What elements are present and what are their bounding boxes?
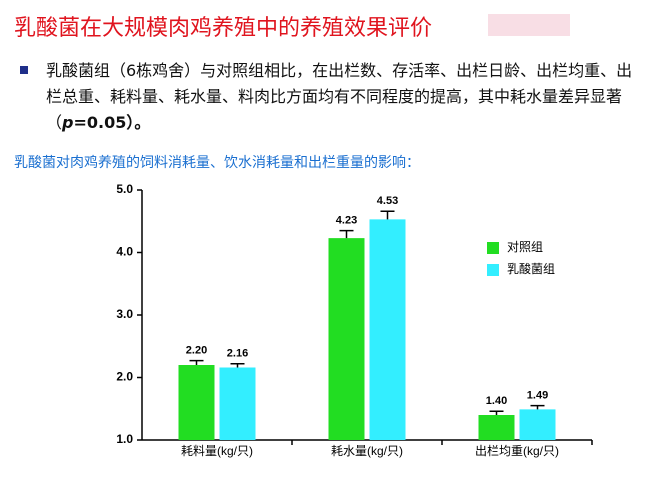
- y-tick-label: 5.0: [116, 182, 133, 196]
- value-label: 4.53: [377, 195, 398, 207]
- y-tick-label: 1.0: [116, 432, 133, 446]
- legend-label: 对照组: [507, 240, 543, 254]
- value-label: 4.23: [336, 215, 357, 227]
- text: 乳酸菌组（6栋鸡舍）与对照组相比，在出栏数、存活率、出栏日龄、出栏均重、出栏总重…: [46, 61, 633, 132]
- error-bar: [380, 210, 395, 220]
- legend-label: 乳酸菌组: [507, 261, 555, 276]
- value-label: 2.20: [186, 345, 207, 357]
- x-tick-label: 耗料量(kg/只): [181, 444, 253, 458]
- error-bar: [230, 363, 245, 368]
- slide-title: 乳酸菌在大规模肉鸡养殖中的养殖效果评价: [14, 16, 433, 41]
- value-label: 2.16: [227, 348, 248, 360]
- bar: [178, 365, 215, 440]
- legend-swatch: [487, 264, 499, 276]
- bar: [219, 367, 256, 440]
- bullet-marker: [20, 66, 28, 74]
- error-bar: [339, 229, 354, 239]
- error-bar: [530, 404, 545, 410]
- x-tick-label: 耗水量(kg/只): [331, 444, 403, 458]
- value-label: 1.40: [486, 395, 507, 407]
- blurred-logo: [488, 14, 570, 36]
- text: =0.05）。: [73, 113, 151, 132]
- bullet-text: 乳酸菌组（6栋鸡舍）与对照组相比，在出栏数、存活率、出栏日龄、出栏均重、出栏总重…: [46, 58, 646, 136]
- error-bar: [489, 410, 504, 415]
- error-bar: [189, 359, 204, 365]
- bar: [519, 409, 556, 440]
- chart-subtitle: 乳酸菌对肉鸡养殖的饲料消耗量、饮水消耗量和出栏重量的影响：: [14, 155, 420, 171]
- bar: [478, 415, 515, 440]
- y-tick-label: 3.0: [116, 307, 133, 321]
- x-tick-label: 出栏均重(kg/只): [475, 443, 559, 458]
- bar: [328, 238, 365, 440]
- y-tick-label: 4.0: [116, 245, 133, 259]
- y-tick-label: 2.0: [116, 370, 133, 384]
- bar: [369, 219, 406, 440]
- legend-swatch: [487, 242, 499, 254]
- value-label: 1.49: [527, 390, 548, 402]
- text: p: [62, 113, 74, 132]
